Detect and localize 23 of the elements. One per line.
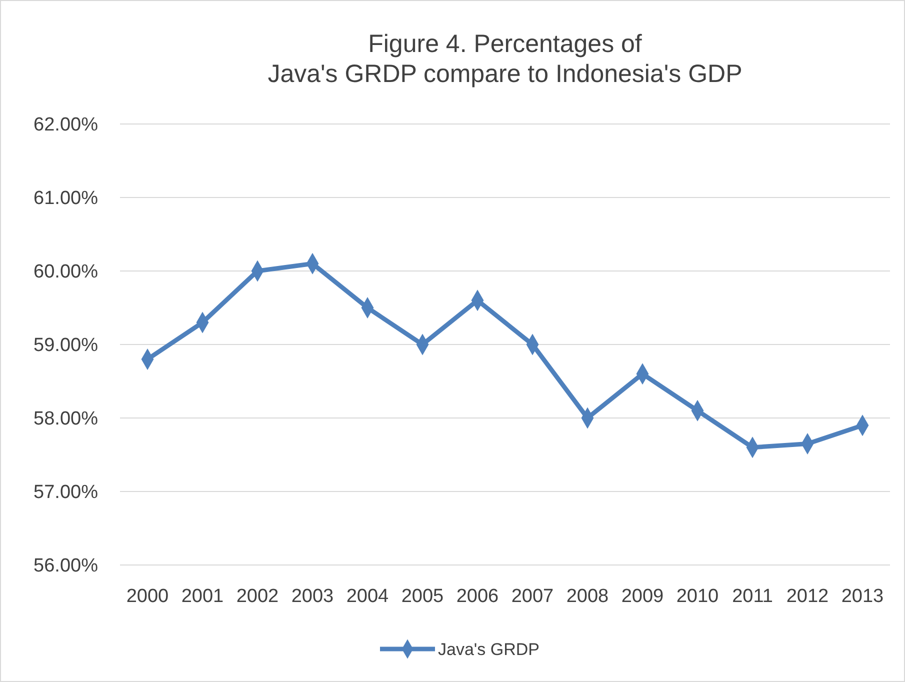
y-tick-label: 56.00% xyxy=(34,556,98,577)
x-tick-label: 2007 xyxy=(511,586,554,607)
y-tick-label: 61.00% xyxy=(34,188,98,210)
x-tick-label: 2003 xyxy=(291,586,334,607)
chart-title: Figure 4. Percentages of Java's GRDP compare to Indonesia's GDP xyxy=(268,30,742,88)
x-tick-label: 2010 xyxy=(676,586,719,607)
x-tick-label: 2006 xyxy=(456,586,499,607)
x-tick-label: 2004 xyxy=(346,586,390,607)
x-tick-label: 2009 xyxy=(621,586,664,607)
y-tick-label: 57.00% xyxy=(34,482,98,504)
x-tick-label: 2002 xyxy=(236,586,279,607)
y-tick-label: 60.00% xyxy=(34,262,98,283)
y-tick-label: 62.00% xyxy=(34,114,98,136)
x-tick-label: 2013 xyxy=(841,586,884,607)
x-tick-label: 2001 xyxy=(181,586,224,607)
x-tick-label: 2005 xyxy=(401,586,444,607)
legend-label: Java's GRDP xyxy=(438,640,540,659)
x-tick-label: 2008 xyxy=(566,586,609,607)
y-tick-label: 58.00% xyxy=(34,408,98,430)
x-tick-label: 2000 xyxy=(126,586,169,607)
x-tick-label: 2011 xyxy=(732,586,773,607)
y-tick-label: 59.00% xyxy=(34,335,98,356)
x-tick-label: 2012 xyxy=(786,586,829,607)
